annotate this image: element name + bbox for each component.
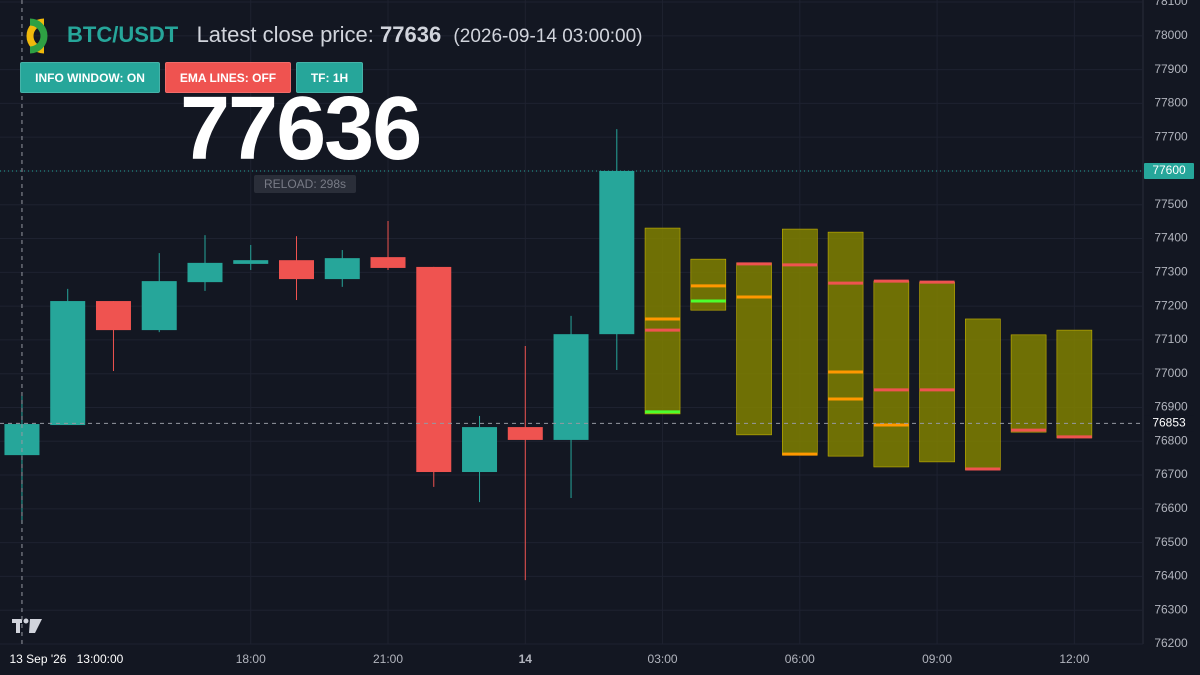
forecast-box [782,228,818,456]
forecast-box [1056,329,1093,439]
x-tick-label: 18:00 [236,652,266,666]
y-tick-label: 77900 [1154,62,1188,76]
candle-body [324,258,360,280]
candle-body [187,262,223,283]
candle-body [416,266,452,473]
y-tick-label: 76200 [1154,636,1188,650]
y-tick-label: 76900 [1154,400,1188,414]
logo [26,18,48,54]
y-tick-label: 78000 [1154,28,1188,42]
crosshair-date: 13 Sep '26 [9,652,66,666]
price-tag-label: 77600 [1152,163,1186,177]
candle-body [462,427,498,473]
big-price: 77636 [180,79,422,179]
x-tick-label: 03:00 [648,652,678,666]
candle-body [141,281,177,331]
y-tick-label: 77000 [1154,366,1188,380]
y-tick-label: 76600 [1154,501,1188,515]
x-tick-label: 21:00 [373,652,403,666]
candle-body [95,301,131,331]
x-tick-label: 12:00 [1059,652,1089,666]
y-tick-label: 76400 [1154,569,1188,583]
y-tick-label: 78100 [1154,0,1188,8]
button[interactable]: TF: 1H [296,62,363,93]
price-axis [1143,0,1200,675]
tv-logo [12,618,42,633]
candle-body [233,260,269,264]
forecast-box [1010,334,1047,433]
forecast-box [736,262,772,436]
timestamp: (2026-09-14 03:00:00) [453,26,643,47]
y-tick-label: 77200 [1154,298,1188,312]
price-tag [1144,162,1194,179]
y-tick-label: 77100 [1154,332,1188,346]
x-tick-label: 09:00 [922,652,952,666]
crosshair-time: 13:00:00 [77,652,124,666]
crosshair-x-tag [2,648,130,672]
reload[interactable]: RELOAD: 298s [254,175,356,193]
crosshair-y-label: 76853 [1152,416,1186,430]
crosshair-y-tag [1144,415,1194,432]
forecast-box [644,227,681,415]
symbol: BTC/USDT [67,22,179,47]
y-tick-label: 77400 [1154,231,1188,245]
candle-body [599,170,635,335]
price-label: Latest close price: [196,22,374,47]
x-tick-label: 14 [519,652,533,666]
y-tick-label: 76300 [1154,602,1188,616]
header: BTC/USDT Latest close price: 77636 (2026… [67,22,643,48]
candle-body [50,301,86,426]
candle-body [370,257,406,268]
forecast-box [919,281,955,463]
y-tick-label: 77700 [1154,129,1188,143]
price: 77636 [380,22,442,47]
y-tick-label: 77500 [1154,197,1188,211]
forecast-box [965,318,1001,471]
forecast-box [827,231,864,457]
y-tick-label: 76800 [1154,433,1188,447]
button[interactable]: EMA LINES: OFF [165,62,291,93]
y-tick-label: 77300 [1154,265,1188,279]
candle-body [553,334,589,440]
candle-body [507,427,543,440]
button[interactable]: INFO WINDOW: ON [20,62,160,93]
forecast-box [873,280,910,468]
x-tick-label: 06:00 [785,652,815,666]
y-tick-label: 76700 [1154,467,1188,481]
candle-body [279,260,315,280]
y-tick-label: 77800 [1154,96,1188,110]
y-tick-label: 76500 [1154,535,1188,549]
